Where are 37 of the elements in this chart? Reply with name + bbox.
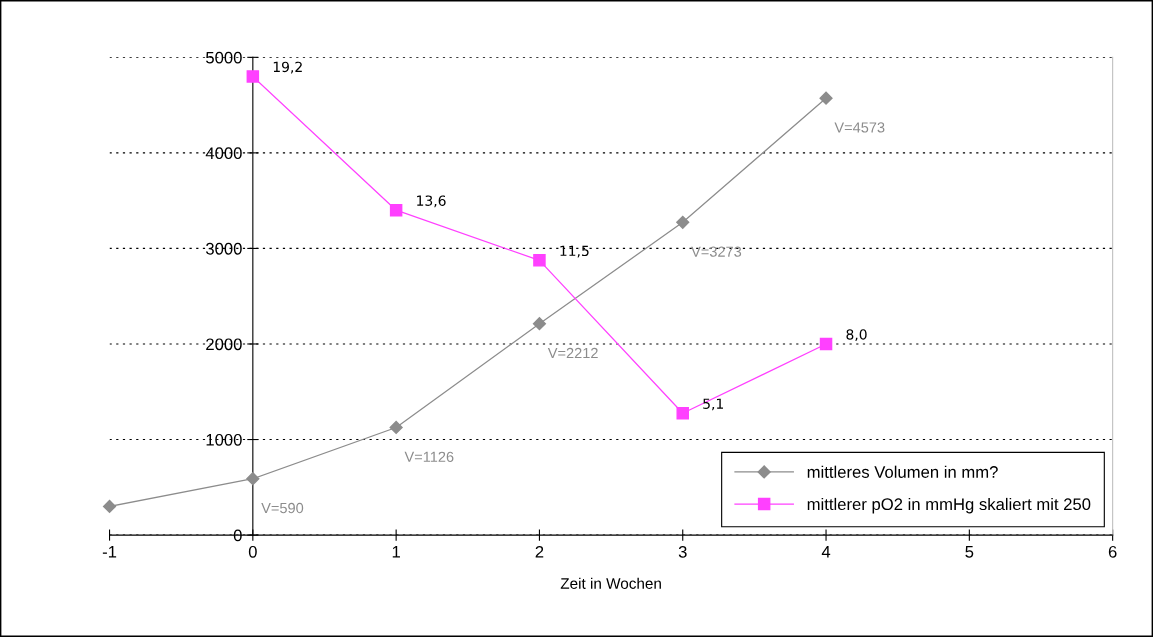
y-tick-label: 2000 [206, 338, 242, 351]
legend-label: mittleres Volumen in mm? [807, 465, 998, 478]
x-tick-label: -1 [102, 546, 117, 558]
annotation: 5,1 [703, 398, 723, 411]
x-tick-label: 6 [1108, 545, 1117, 558]
point [246, 70, 260, 83]
point [102, 499, 117, 514]
data-label: V=590 [261, 502, 304, 514]
x-tick-label: 5 [965, 546, 974, 558]
x-tick-label: 3 [678, 545, 687, 558]
x-axis-title: Zeit in Wochen [560, 577, 661, 589]
y-tick-label: 5000 [206, 51, 242, 64]
point [389, 203, 403, 217]
point [819, 337, 833, 351]
annotation: 13,6 [417, 195, 446, 208]
x-tick-label: 0 [248, 545, 257, 558]
y-tick-label: 4000 [205, 147, 242, 160]
annotation: 11,5 [560, 245, 589, 258]
y-tick-label: 3000 [205, 242, 242, 255]
annotation: 8,0 [846, 329, 867, 342]
data-label: V=1126 [404, 451, 454, 462]
point [676, 407, 689, 420]
point [532, 317, 547, 331]
point [246, 472, 260, 486]
y-tick-label: 1000 [206, 433, 242, 446]
point [533, 254, 546, 267]
data-label: V=4573 [834, 122, 885, 133]
annotation: 19,2 [273, 61, 302, 74]
x-tick-label: 2 [535, 545, 544, 558]
data-label: V=3273 [691, 246, 742, 257]
x-tick-label: 4 [821, 546, 831, 558]
legend-label: mittlerer pO2 in mmHg skaliert mit 250 [807, 497, 1091, 514]
data-label: V=2212 [547, 347, 598, 359]
point [389, 420, 403, 435]
point [819, 91, 833, 105]
point [676, 215, 690, 229]
x-tick-label: 1 [392, 546, 400, 558]
